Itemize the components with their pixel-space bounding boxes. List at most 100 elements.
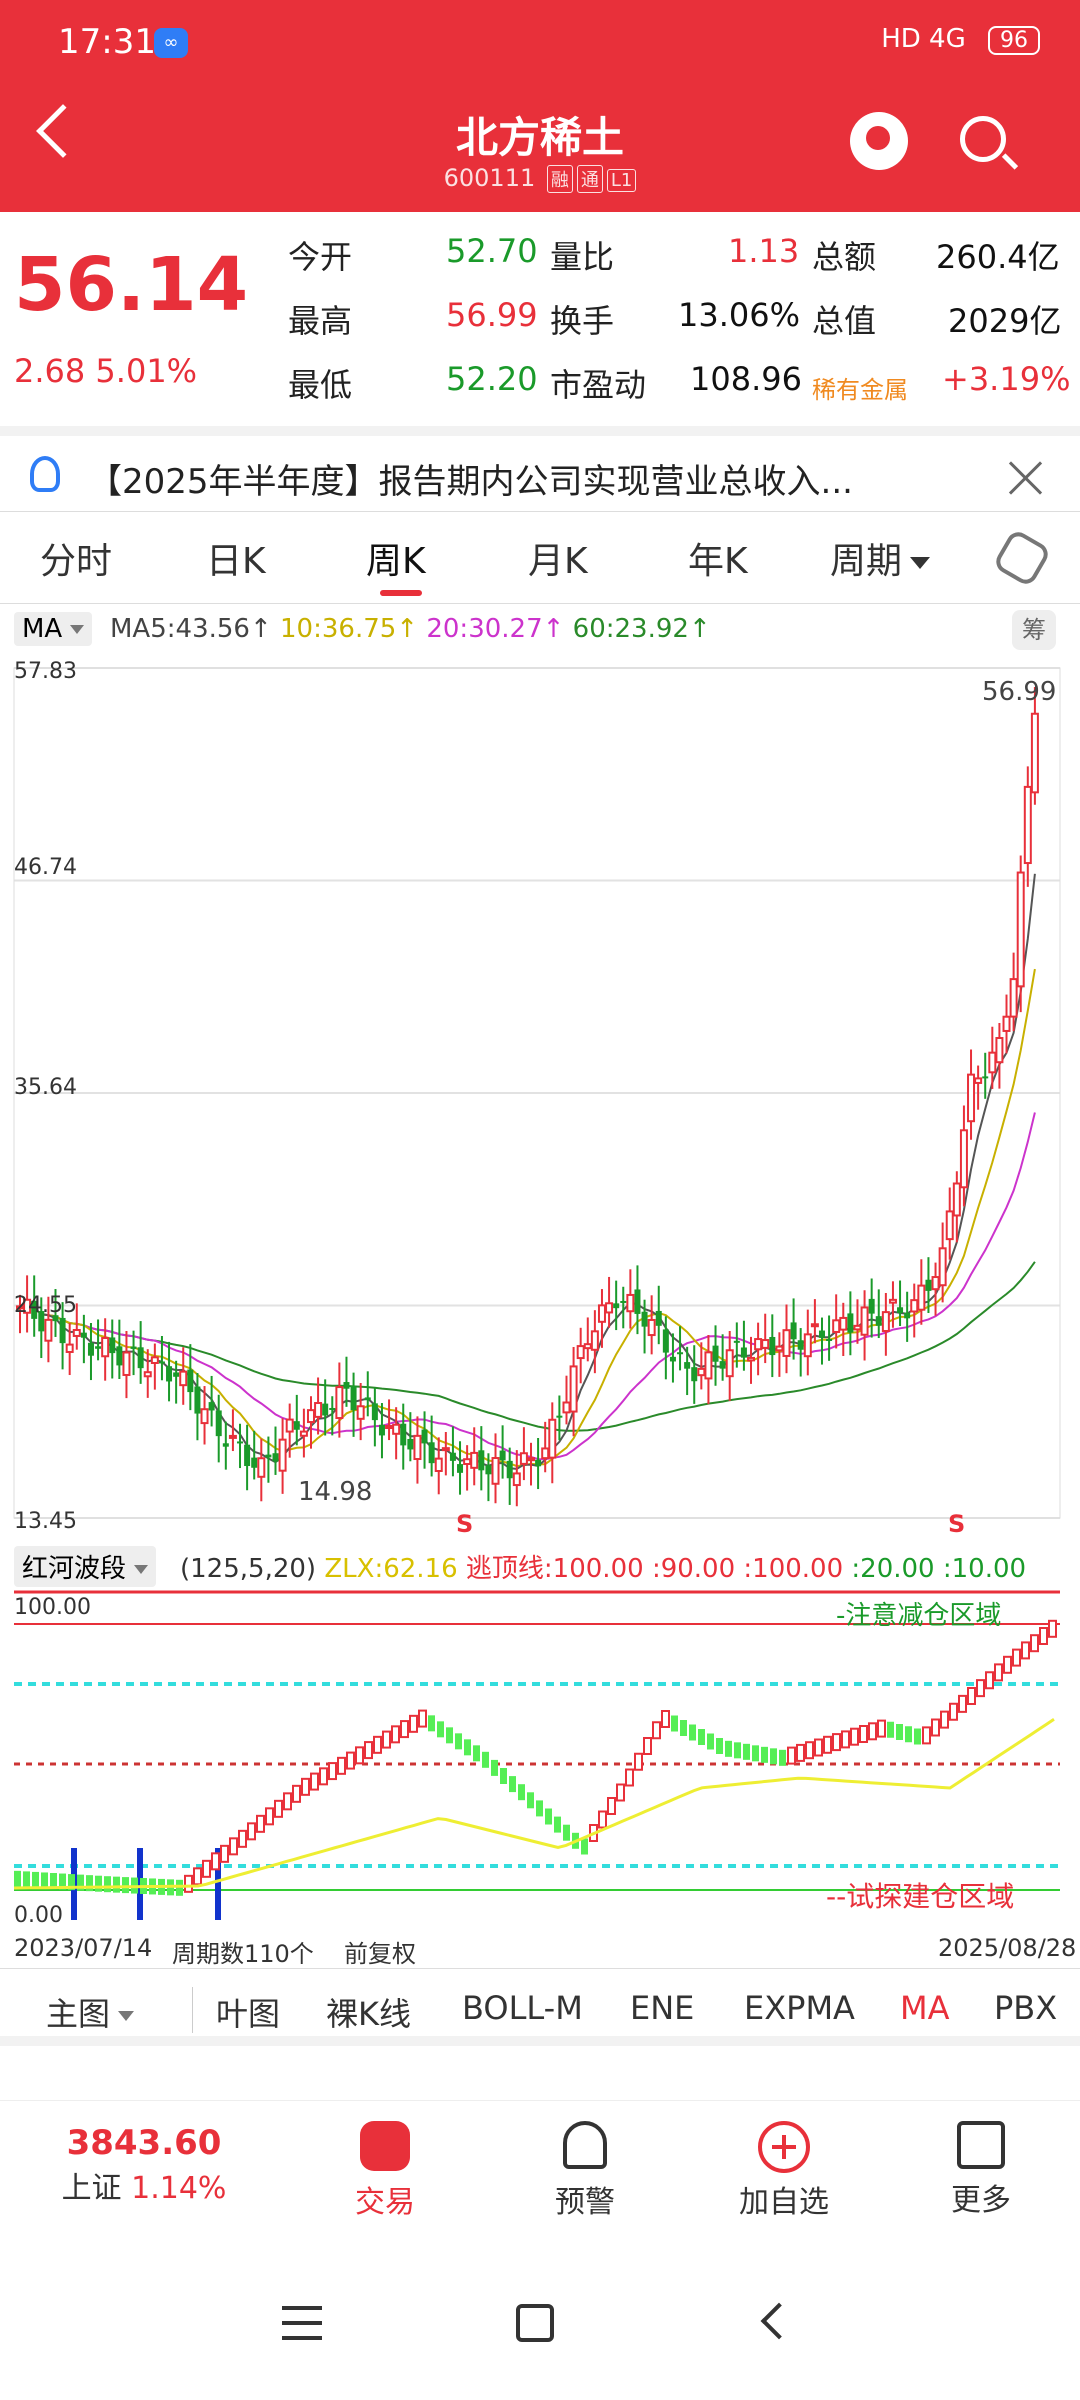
candle-body <box>556 1415 563 1418</box>
chip-icon[interactable]: 筹 <box>1012 610 1056 650</box>
stock-code: 600111 <box>443 164 536 192</box>
candle-body <box>605 1302 614 1314</box>
menu-icon[interactable] <box>282 2306 322 2340</box>
candlestick-chart[interactable]: 57.83 46.74 35.64 24.55 13.45 56.99 14.9… <box>0 656 1080 1536</box>
notice-text[interactable]: 【2025年半年度】报告期内公司实现营业总收入... <box>88 462 853 502</box>
indicator-bar <box>716 1738 723 1754</box>
indicator-bar <box>59 1873 66 1890</box>
settings-icon[interactable] <box>991 527 1053 589</box>
candle-body <box>314 1402 323 1418</box>
candle-body <box>506 1460 513 1479</box>
indicator-bar <box>202 1859 211 1878</box>
indicator-v3: :20.00 <box>851 1554 935 1584</box>
candle-body <box>818 1330 825 1338</box>
candle-body <box>938 1247 947 1287</box>
indicator-select[interactable]: 红河波段 <box>14 1546 157 1587</box>
system-back-icon[interactable] <box>760 2302 798 2340</box>
indicator-bar <box>193 1867 202 1886</box>
indicator-bar <box>616 1783 625 1802</box>
nav-more[interactable]: 更多 <box>926 2121 1036 2219</box>
tab-minute[interactable]: 分时 <box>40 541 113 582</box>
indicator-bar <box>796 1743 805 1762</box>
candle-body <box>519 1452 528 1465</box>
nav-alert[interactable]: 预警 <box>530 2121 640 2221</box>
cutoff-strip <box>0 2086 1080 2100</box>
candle-body <box>1023 785 1032 865</box>
tab-bare-k[interactable]: 裸K线 <box>326 1995 411 2033</box>
indicator-bar <box>491 1759 498 1776</box>
close-icon[interactable] <box>1006 458 1046 498</box>
indicator-top-label: 100.00 <box>14 1595 91 1620</box>
nav-more-label: 更多 <box>951 2183 1011 2218</box>
y-label-4: 24.55 <box>14 1293 77 1318</box>
nav-add-label: 加自选 <box>739 2185 829 2220</box>
candle-body <box>541 1447 550 1460</box>
tab-main-chart[interactable]: 主图 <box>46 1989 135 2035</box>
indicator-bar <box>814 1738 823 1757</box>
candle-body <box>959 1129 968 1189</box>
candle-body <box>421 1429 428 1444</box>
search-icon[interactable] <box>960 116 1006 162</box>
tab-month[interactable]: 月K <box>528 541 588 582</box>
home-icon[interactable] <box>516 2304 554 2342</box>
indicator-bar <box>707 1733 714 1750</box>
tab-expma[interactable]: EXPMA <box>744 1989 855 2027</box>
candle-body <box>457 1464 464 1473</box>
indicator-bar <box>238 1829 247 1848</box>
notice-bar[interactable]: 【2025年半年度】报告期内公司实现营业总收入... <box>0 426 1080 512</box>
indicator-bar <box>994 1663 1003 1682</box>
indicator-bar <box>310 1772 319 1791</box>
indicator-bar <box>931 1718 940 1737</box>
indicator-bar <box>274 1799 283 1818</box>
chevron-down-icon <box>70 625 85 634</box>
indicator-bar <box>373 1735 382 1754</box>
indicator-v1: :90.00 <box>651 1554 736 1584</box>
indicator-bar <box>1003 1655 1012 1674</box>
candle-body <box>775 1345 784 1352</box>
indicator-bar <box>23 1871 30 1888</box>
indicator-bar <box>823 1735 832 1754</box>
candle-body <box>853 1324 862 1331</box>
indicator-bar <box>940 1710 949 1729</box>
tab-pbx[interactable]: PBX <box>994 1989 1058 2027</box>
candle-body <box>137 1347 144 1369</box>
candle-body <box>385 1425 394 1430</box>
index-widget[interactable]: 3843.60 上证 1.14% <box>54 2123 234 2207</box>
candle-body <box>194 1386 201 1414</box>
candle-body <box>237 1441 244 1444</box>
tab-period[interactable]: 周期 <box>830 532 931 584</box>
indicator-chart[interactable]: 100.00 0.00 -注意减仓区域 --试探建仓区域 <box>0 1588 1080 1928</box>
candle-body <box>982 1076 989 1079</box>
indicator-v4: :10.00 <box>942 1554 1027 1584</box>
tab-leaf-chart[interactable]: 叶图 <box>216 1995 281 2033</box>
indicator-bar <box>292 1784 301 1803</box>
battery-icon: 96 <box>988 26 1040 55</box>
tab-year[interactable]: 年K <box>688 541 748 582</box>
nav-add[interactable]: 加自选 <box>724 2121 844 2221</box>
candle-body <box>116 1346 123 1366</box>
indicator-bar <box>364 1741 373 1760</box>
mascot-icon[interactable] <box>850 112 908 170</box>
indicator-bar <box>409 1714 418 1733</box>
candle-body <box>897 1307 904 1314</box>
tab-boll[interactable]: BOLL-M <box>462 1989 583 2027</box>
candle-body <box>761 1339 770 1349</box>
candle-body <box>101 1336 110 1358</box>
plus-icon <box>758 2121 810 2173</box>
nav-alert-label: 预警 <box>555 2185 615 2220</box>
tab-day[interactable]: 日K <box>206 541 266 582</box>
tab-week[interactable]: 周K <box>366 541 426 582</box>
indicator-bar <box>1012 1648 1021 1667</box>
tab-main-chart-label: 主图 <box>46 1995 111 2033</box>
y-label-2: 46.74 <box>14 855 77 880</box>
candle-body <box>691 1367 698 1382</box>
candle-body <box>215 1410 222 1437</box>
indicator-bar <box>437 1721 444 1738</box>
nav-trade[interactable]: 交易 <box>330 2121 440 2221</box>
tab-ma[interactable]: MA <box>900 1989 950 2027</box>
ma-select[interactable]: MA <box>14 612 93 646</box>
candle-body <box>733 1340 740 1343</box>
sector-name[interactable]: 稀有金属 <box>812 376 908 404</box>
y-label-bottom: 13.45 <box>14 1509 77 1534</box>
tab-ene[interactable]: ENE <box>630 1989 695 2027</box>
